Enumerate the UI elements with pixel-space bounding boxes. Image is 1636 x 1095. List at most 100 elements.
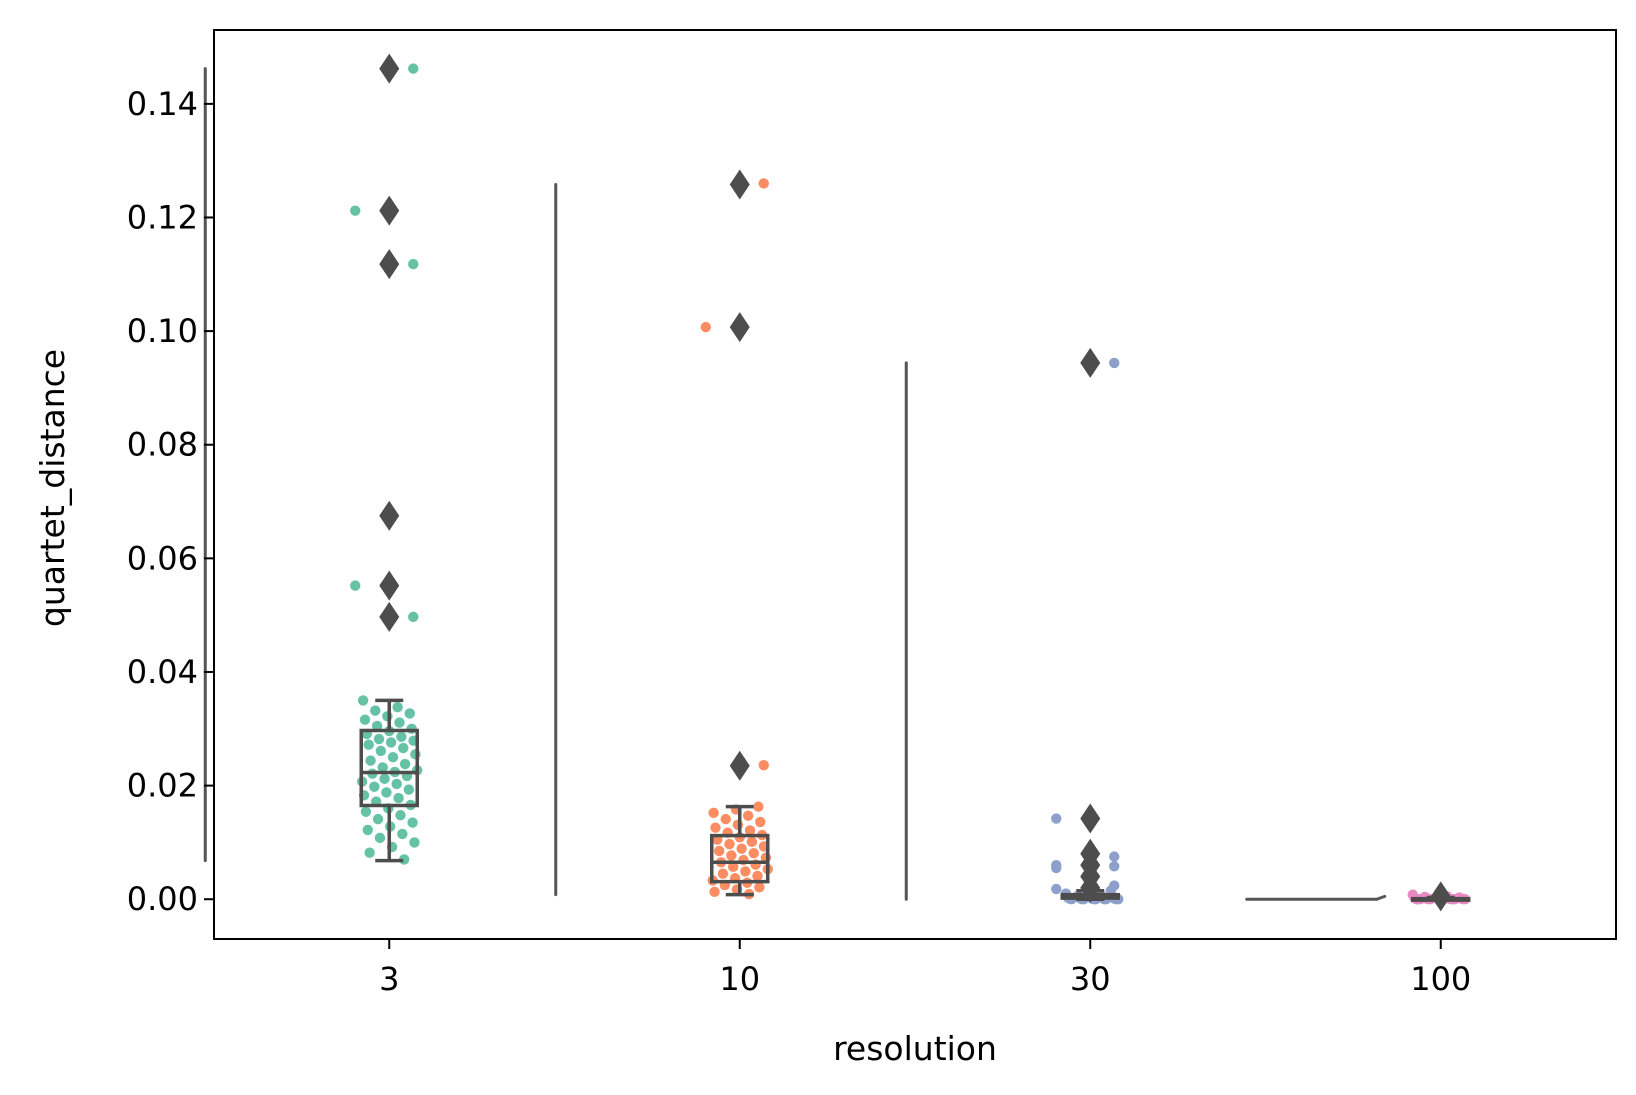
y-tick-label: 0.08 [127,426,198,464]
y-tick-label: 0.02 [127,767,198,805]
outlier-marker [1080,872,1101,903]
group-30 [904,347,1124,905]
outlier-marker [729,169,750,200]
strip-point [391,778,402,790]
strip-point [746,836,758,848]
strip-point [700,321,711,333]
strip-point [393,792,404,804]
strip-point [372,813,384,825]
strip-point [410,749,421,760]
strip-point [365,755,376,766]
strip-point [357,695,369,706]
strip-point [403,784,415,795]
strip-point [714,845,725,857]
y-tick-label: 0.10 [127,312,198,350]
strip-point [1051,883,1062,895]
strip-point [1051,813,1062,824]
box-iqr [710,833,770,884]
outlier-marker [729,750,750,781]
strip-point [748,848,759,859]
plot-area [203,53,1471,912]
strip-point [363,739,374,750]
strip-point [381,787,392,798]
strip-point [728,861,739,873]
y-tick-label: 0.14 [127,85,198,123]
strip-point [409,837,420,848]
strip-point [377,762,388,773]
strip-point [350,580,361,591]
outlier-marker [379,570,400,601]
strip-point [1109,861,1120,872]
strip-point [736,843,747,854]
strip-point [744,825,756,836]
strip-point [399,758,411,770]
strip-point [371,720,383,732]
strip-point [370,705,381,716]
box-iqr [359,728,419,808]
strip-point [369,781,380,792]
strip-point [385,737,397,748]
strip-point [752,870,763,882]
outlier-marker [1080,803,1101,834]
x-axis: 3 10 30 100 [379,939,1471,998]
x-tick-label: 100 [1410,960,1471,998]
strip-point [360,806,372,817]
strip-point [754,882,765,893]
strip-point [392,702,403,713]
outlier-marker [729,312,750,343]
outlier-marker [379,601,400,632]
y-tick-label: 0.00 [127,880,198,918]
strip-point [387,752,399,763]
strip-point [394,717,405,728]
strip-point [373,733,385,745]
strip-point [755,816,766,828]
strip-point [350,205,361,216]
y-axis: 0.00 0.02 0.04 0.06 0.08 0.10 0.12 0.14 [127,85,214,918]
strip-point [382,711,393,722]
group-3 [203,53,423,865]
strip-point [1051,862,1062,874]
outlier-marker [1430,881,1451,912]
strip-point [407,817,418,828]
strip-point [395,809,406,821]
strip-point [397,828,408,840]
strip-point [408,63,419,74]
strip-point [404,708,415,719]
outlier-marker [1080,347,1101,378]
strip-point [375,745,387,757]
outlier-marker [379,195,400,226]
strip-point [758,759,769,771]
strip-point [758,178,769,189]
y-tick-label: 0.06 [127,539,198,577]
strip-point [724,838,735,850]
strip-point [374,832,386,844]
x-tick-label: 10 [719,960,760,998]
y-tick-label: 0.12 [127,198,198,236]
outlier-marker [379,500,400,531]
strip-point [1109,357,1120,369]
y-axis-label: quartet_distance [33,349,72,627]
strip-point [379,773,390,784]
strip-point [720,813,731,825]
strip-point [726,850,737,861]
strip-point [732,819,744,831]
strip-point [362,824,373,836]
violin-tail-100 [1375,894,1387,901]
strip-point [708,807,719,819]
group-10 [554,169,773,900]
strip-point [408,611,419,623]
strip-point [710,822,721,833]
strip-point [1109,851,1120,862]
outlier-marker [379,249,400,280]
strip-point [742,810,754,821]
x-tick-label: 3 [379,960,399,998]
strip-point [717,868,729,879]
strip-point [396,731,407,742]
strip-point [398,742,409,754]
strip-point [740,866,751,877]
x-tick-label: 30 [1070,960,1111,998]
x-axis-label: resolution [833,1029,997,1068]
outlier-marker [379,53,400,84]
